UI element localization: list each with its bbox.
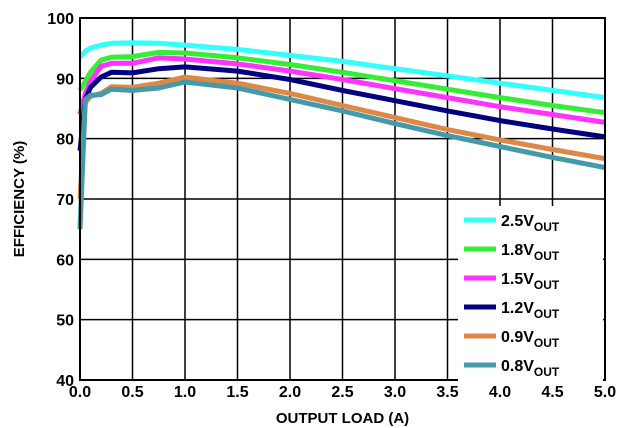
series-line-2 <box>77 55 606 125</box>
legend-label: 0.9VOUT <box>501 329 560 350</box>
x-tick-label: 3.5 <box>436 384 458 401</box>
y-tick-label: 90 <box>56 71 74 88</box>
x-tick-label: 0.5 <box>121 384 143 401</box>
series-line-1 <box>77 49 606 116</box>
y-tick-label: 100 <box>47 11 74 28</box>
legend-label: 1.8VOUT <box>501 242 560 263</box>
y-axis-ticks: 40 50 60 70 80 90 100 <box>47 11 74 390</box>
x-tick-label: 3.0 <box>384 384 406 401</box>
x-tick-label: 5.0 <box>594 384 616 401</box>
series-layer <box>77 40 606 230</box>
x-tick-label: 1.0 <box>174 384 196 401</box>
y-tick-label: 50 <box>56 313 74 330</box>
y-tick-label: 80 <box>56 132 74 149</box>
legend-label: 1.2VOUT <box>501 300 560 321</box>
legend-label: 2.5VOUT <box>501 213 560 234</box>
x-axis-ticks: 0.0 0.5 1.0 1.5 2.0 2.5 3.0 3.5 4.0 4.5 5.0 <box>69 384 616 401</box>
y-axis-title: EFFICIENCY (%) <box>11 141 28 257</box>
x-tick-label: 4.0 <box>489 384 511 401</box>
y-tick-label: 70 <box>56 192 74 209</box>
y-tick-label: 60 <box>56 252 74 269</box>
plot-area-frame <box>79 17 606 381</box>
series-line-3 <box>77 64 606 151</box>
legend-background <box>458 206 603 384</box>
x-tick-label: 2.0 <box>279 384 301 401</box>
legend-label: 0.8VOUT <box>501 358 560 379</box>
series-line-5 <box>77 79 606 230</box>
x-tick-label: 4.5 <box>541 384 563 401</box>
x-tick-label: 1.5 <box>226 384 248 401</box>
chart-legend: 2.5VOUT 1.8VOUT 1.5VOUT 1.2VOUT 0.9VOUT 0.8VO… <box>458 206 603 384</box>
x-axis-title: OUTPUT LOAD (A) <box>276 410 409 427</box>
x-tick-label: 2.5 <box>331 384 353 401</box>
y-tick-label: 40 <box>56 373 74 390</box>
x-tick-label: 0.0 <box>69 384 91 401</box>
series-line-0 <box>78 40 606 101</box>
legend-label: 1.5VOUT <box>501 271 560 292</box>
